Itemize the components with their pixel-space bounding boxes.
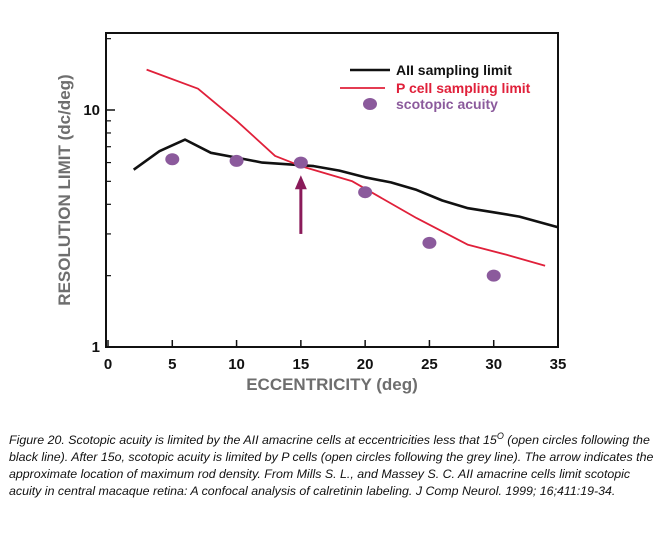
- x-tick-label: 25: [421, 356, 438, 373]
- series-line-1: [146, 68, 546, 267]
- plot-frame: [105, 32, 559, 348]
- y-tick-label: 1: [92, 339, 100, 356]
- y-axis-title: RESOLUTION LIMIT (dc/deg): [55, 74, 74, 305]
- scotopic-acuity-point: [422, 236, 437, 249]
- scotopic-acuity-point: [229, 154, 244, 167]
- scotopic-acuity-point: [358, 186, 373, 199]
- x-axis-title: ECCENTRICITY (deg): [246, 375, 418, 394]
- x-tick-label: 10: [228, 356, 245, 373]
- x-axis: 0 5 10 15 20 25 30 35: [104, 340, 567, 373]
- legend-swatch-2: [363, 98, 377, 110]
- x-tick-label: 35: [550, 356, 567, 373]
- figure-caption: Figure 20. Scotopic acuity is limited by…: [9, 428, 659, 500]
- scotopic-acuity-point: [293, 156, 308, 169]
- plot-points: [165, 153, 501, 282]
- legend-label-0: AII sampling limit: [396, 62, 512, 78]
- series-line-0: [132, 138, 559, 229]
- y-tick-label: 10: [83, 102, 100, 119]
- scotopic-acuity-point: [165, 153, 180, 166]
- caption-part1: Figure 20. Scotopic acuity is limited by…: [9, 433, 497, 448]
- x-tick-label: 15: [293, 356, 310, 373]
- x-tick-label: 0: [104, 356, 112, 373]
- y-axis: 1 10: [83, 38, 115, 356]
- caption-part2: (open circles following the black line).…: [9, 433, 654, 499]
- x-tick-label: 30: [485, 356, 502, 373]
- rod-density-arrow-head: [294, 175, 307, 190]
- legend-label-2: scotopic acuity: [396, 96, 498, 112]
- chart: 0 5 10 15 20 25 30 35 1 10 ECCENTRICITY (deg) RE…: [55, 32, 567, 394]
- plot-annotations: [294, 175, 307, 234]
- caption-superscript: O: [496, 431, 504, 441]
- x-tick-label: 5: [168, 356, 176, 373]
- legend-label-1: P cell sampling limit: [396, 80, 531, 96]
- chart-svg: 0 5 10 15 20 25 30 35 1 10 ECCENTRICITY (deg) RE…: [55, 32, 567, 394]
- legend: AII sampling limit P cell sampling limits…: [340, 62, 531, 112]
- plot-lines: [132, 68, 559, 267]
- x-tick-label: 20: [357, 356, 374, 373]
- scotopic-acuity-point: [486, 269, 501, 282]
